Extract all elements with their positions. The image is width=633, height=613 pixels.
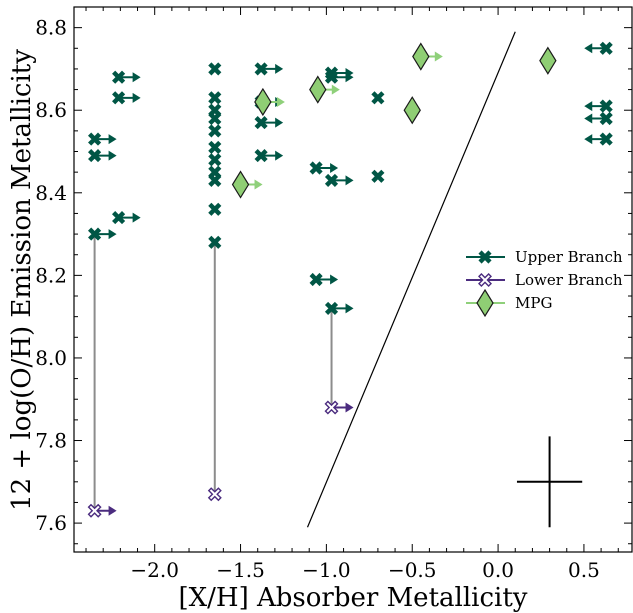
upper-branch-point (324, 301, 339, 315)
x-tick-label: −1.0 (302, 558, 351, 582)
x-axis-label: [X/H] Absorber Metallicity (179, 583, 528, 613)
upper-branch-limit-arrow-head (345, 72, 354, 83)
y-tick-label: 8.4 (35, 181, 67, 205)
mpg-point (309, 75, 327, 104)
upper-branch-limit-arrow-head (275, 63, 284, 74)
upper-branch-limit-arrow-head (275, 150, 284, 161)
upper-branch-point (208, 202, 222, 216)
mpg-limit-arrow-head (276, 96, 285, 107)
upper-branch-point (208, 235, 222, 249)
mpg-limit-arrow-head (434, 51, 443, 62)
upper-branch-point (371, 91, 385, 105)
mpg-point (231, 170, 250, 199)
upper-branch-limit-arrow-head (108, 134, 117, 145)
upper-branch-limit-arrow-head (108, 229, 117, 240)
lower-branch-limit-arrow-head (108, 505, 117, 516)
y-tick-label: 8.6 (35, 98, 67, 122)
upper-branch-point (599, 99, 613, 113)
lower-branch-limit-arrow-head (345, 402, 354, 413)
upper-branch-point (112, 70, 126, 84)
upper-branch-point (254, 116, 268, 130)
upper-branch-limit-arrow-head (345, 175, 354, 186)
y-tick-label: 7.8 (35, 429, 67, 453)
one-to-one-layer (306, 31, 516, 528)
upper-branch-point (309, 161, 323, 175)
upper-branch-limit-arrow-head (132, 92, 141, 103)
y-tick-label: 8.8 (35, 16, 67, 40)
legend-marker (476, 288, 494, 318)
upper-branch-point (254, 62, 268, 76)
upper-branch-point (254, 149, 268, 163)
one-to-one-line (306, 31, 516, 528)
legend: Upper Branch Lower Branch MPG (466, 248, 623, 318)
mpg-limit-arrow-head (331, 84, 340, 95)
error-cross-layer (516, 436, 583, 528)
mpg-point (539, 46, 557, 75)
lower-branch-point (87, 503, 102, 518)
upper-branch-point (599, 111, 613, 126)
mpg-limit-arrow-head (254, 179, 263, 190)
y-tick-label: 8.0 (35, 346, 67, 370)
upper-branch-point (324, 70, 339, 84)
upper-branch-limit-arrow-head (330, 274, 339, 285)
legend-label: Lower Branch (515, 271, 623, 289)
upper-branch-limit-arrow-head (132, 212, 141, 223)
upper-branch-limit-arrow-head (584, 43, 593, 54)
legend-marker (478, 273, 492, 287)
upper-branch-point (208, 173, 222, 187)
plot-frame (73, 6, 633, 553)
upper-branch-point (88, 227, 102, 241)
upper-branch-limit-arrow-head (584, 101, 593, 112)
upper-branch-point (208, 124, 222, 138)
upper-branch-limit-arrow-head (275, 117, 284, 128)
upper-branch-point (309, 272, 323, 287)
lower-branch-point (207, 487, 222, 502)
y-tick-label: 7.6 (35, 511, 67, 535)
upper-branch-point (208, 62, 222, 76)
upper-branch-point (208, 153, 222, 167)
upper-branch-point (599, 132, 613, 146)
y-axis-label: 12 + log(O/H) Emission Metallicity (7, 49, 37, 511)
points-layer (87, 41, 613, 518)
mpg-point (254, 87, 272, 117)
legend-label: MPG (515, 294, 552, 312)
x-tick-label: 0.5 (568, 558, 600, 582)
legend-marker (478, 250, 492, 264)
y-tick-label: 8.2 (35, 263, 67, 287)
upper-branch-point (324, 173, 339, 187)
upper-branch-point (599, 41, 613, 55)
upper-branch-point (88, 132, 102, 146)
ticks-layer: −2.0 −1.5 −1.0 −0.5 0.0 0.5 7.6 7.8 8.0 8.2 8.4 8.6… (35, 7, 632, 582)
upper-branch-limit-arrow-head (132, 72, 141, 83)
x-tick-label: −1.5 (216, 558, 265, 582)
upper-branch-point (208, 111, 222, 126)
lower-branch-point (324, 400, 339, 415)
upper-branch-point (208, 140, 222, 154)
upper-branch-point (112, 211, 126, 225)
upper-branch-limit-arrow-head (345, 303, 354, 314)
upper-branch-point (112, 91, 126, 105)
upper-branch-point (371, 169, 385, 183)
upper-branch-limit-arrow-head (584, 113, 593, 124)
upper-branch-point (208, 91, 222, 105)
x-tick-label: −0.5 (388, 558, 437, 582)
x-tick-label: −2.0 (130, 558, 179, 582)
upper-branch-limit-arrow-head (330, 163, 339, 174)
mpg-point (412, 42, 430, 71)
upper-branch-point (88, 149, 102, 163)
connectors-layer (93, 234, 333, 511)
x-tick-label: 0.0 (482, 558, 514, 582)
legend-label: Upper Branch (515, 248, 623, 266)
upper-branch-limit-arrow-head (584, 134, 593, 145)
mpg-point (403, 96, 421, 125)
upper-branch-limit-arrow-head (108, 150, 117, 161)
